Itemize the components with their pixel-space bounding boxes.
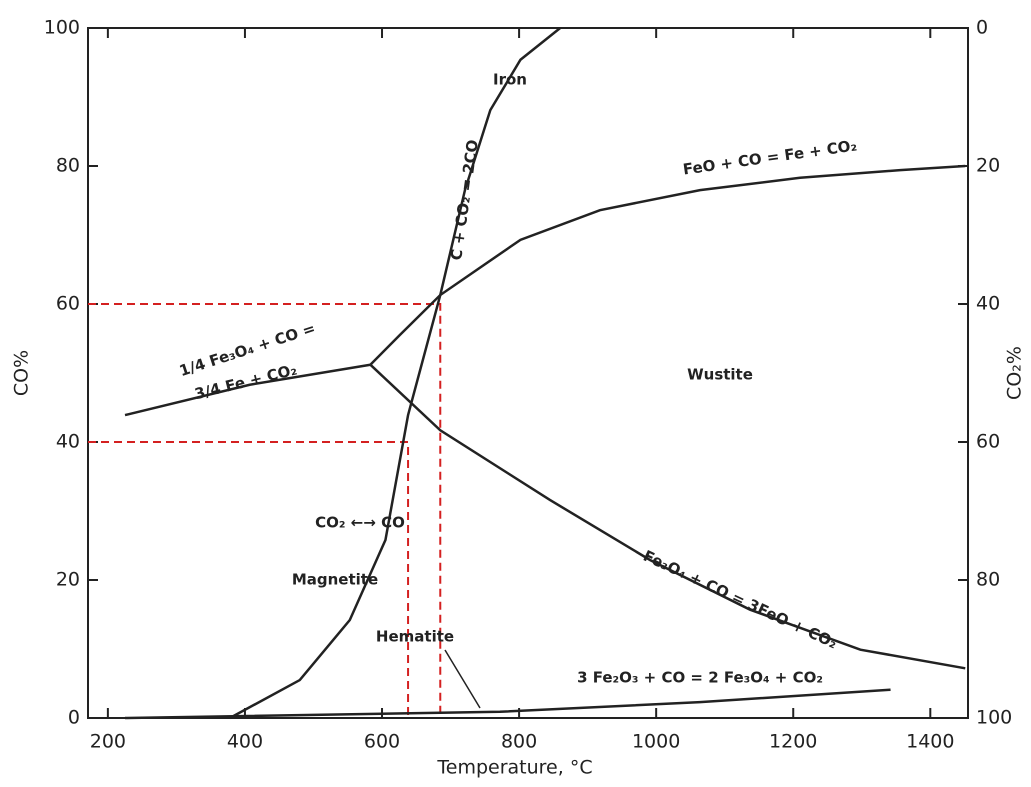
annotation: CO₂ ←→ CO [315, 514, 405, 532]
x-tick-label: 800 [501, 731, 537, 753]
y-tick-label: 60 [56, 293, 80, 315]
annotation: FeO + CO = Fe + CO₂ [682, 136, 858, 178]
y2-tick-label: 60 [976, 431, 1000, 453]
reference-line [88, 304, 440, 718]
y-tick-label: 0 [68, 707, 80, 729]
x-tick-label: 1400 [906, 731, 954, 753]
y-tick-label: 80 [56, 155, 80, 177]
annotation: Hematite [376, 628, 454, 646]
y2-tick-label: 40 [976, 293, 1000, 315]
x-tick-label: 200 [90, 731, 126, 753]
y2-tick-label: 0 [976, 17, 988, 39]
y2-tick-label: 20 [976, 155, 1000, 177]
y-tick-label: 100 [44, 17, 80, 39]
x-tick-label: 1000 [632, 731, 680, 753]
annotation: 3 Fe₂O₃ + CO = 2 Fe₃O₄ + CO₂ [577, 669, 823, 687]
y-tick-label: 40 [56, 431, 80, 453]
annotation: C + CO₂ = 2CO [447, 138, 482, 261]
annotation: Magnetite [292, 571, 378, 589]
plot-frame [88, 28, 968, 718]
annotation: Iron [493, 71, 527, 89]
y2-tick-label: 100 [976, 707, 1012, 729]
x-tick-label: 400 [227, 731, 263, 753]
phase-boundary [370, 365, 965, 669]
annotation: Fe₃O₄ + CO = 3FeO + CO₂ [640, 547, 840, 653]
x-axis-title: Temperature, °C [436, 757, 592, 779]
x-tick-label: 1200 [769, 731, 817, 753]
y-tick-label: 20 [56, 569, 80, 591]
hematite-pointer [445, 650, 480, 708]
y-axis-title: CO% [11, 350, 33, 396]
x-tick-label: 600 [364, 731, 400, 753]
annotation: Wustite [687, 366, 753, 384]
y2-axis-title: CO₂% [1004, 346, 1026, 400]
chart: Temperature, °C CO% CO₂% 200400600800100… [0, 0, 1031, 787]
y2-tick-label: 80 [976, 569, 1000, 591]
